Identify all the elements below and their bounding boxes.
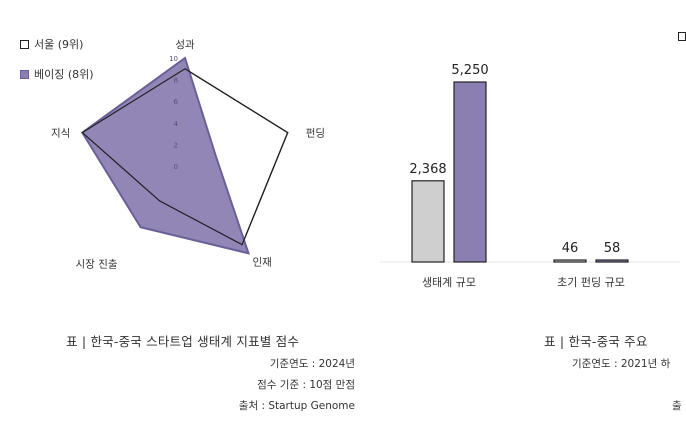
caption-left: 표 | 한국-중국 스타트업 생태계 지표별 점수: [66, 334, 300, 349]
bar-category-label: 생태계 규모: [422, 276, 476, 289]
bar-category-label: 초기 펀딩 규모: [557, 276, 625, 289]
legend-item-beijing: 베이징 (8위): [20, 66, 94, 82]
radar-axis-label: 시장 진출: [76, 258, 118, 270]
bar-data-label: 58: [604, 241, 621, 256]
bar-chart: 2,368 5,250 생태계 규모 46 58 초기 펀딩 규모: [380, 63, 680, 289]
bar-0-1: [453, 81, 487, 263]
legend-item-seoul: 서울 (9위): [20, 36, 83, 52]
bar-data-label: 2,368: [409, 162, 446, 177]
legend-swatch-beijing: [20, 69, 29, 79]
legend-label-beijing: 베이징 (8위): [34, 68, 94, 81]
radar-tick-label: 2: [174, 141, 178, 149]
bar-1-0: [553, 259, 587, 263]
radar-axis-label: 펀딩: [306, 128, 325, 140]
radar-axis-label: 성과: [175, 39, 195, 51]
bar-0-0: [411, 180, 445, 263]
bar-data-label: 5,250: [451, 63, 488, 78]
legend-swatch-seoul: [20, 39, 29, 49]
radar-series-0-outline: [81, 68, 289, 246]
radar-axis-label: 지식: [51, 128, 70, 140]
radar-tick-label: 0: [174, 163, 178, 171]
clipped-legend-marker: [678, 32, 686, 41]
meta-score-left: 점수 기준 : 10점 만점: [257, 379, 355, 391]
radar-tick-label: 6: [174, 98, 179, 106]
radar-tick-label: 4: [174, 120, 179, 128]
meta-source-right: 출: [672, 400, 682, 412]
radar-axis-label: 인재: [252, 256, 271, 268]
caption-right: 표 | 한국-중국 주요: [544, 334, 648, 349]
bar-1-1: [595, 259, 629, 263]
legend-label-seoul: 서울 (9위): [34, 38, 84, 51]
radar-tick-label: 10: [169, 55, 178, 63]
meta-year-left: 기준연도 : 2024년: [269, 358, 355, 370]
radar-tick-label: 8: [174, 77, 178, 85]
bar-data-label: 46: [562, 241, 579, 256]
meta-source-left: 출처 : Startup Genome: [238, 400, 355, 412]
meta-year-right: 기준연도 : 2021년 하: [572, 358, 671, 370]
